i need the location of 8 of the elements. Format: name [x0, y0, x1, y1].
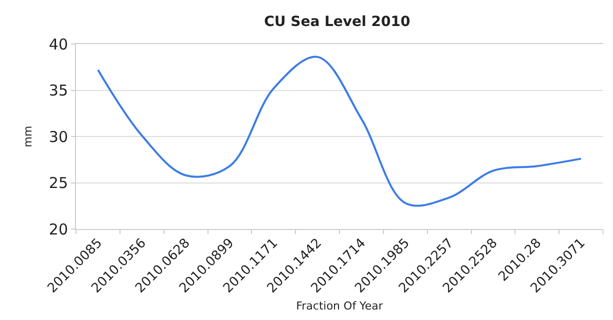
x-axis-title: Fraction Of Year: [296, 299, 384, 312]
y-axis-title: mm: [22, 126, 35, 148]
y-tick-label: 25: [48, 174, 68, 192]
y-tick-label: 20: [48, 220, 68, 238]
chart-title: CU Sea Level 2010: [264, 14, 410, 30]
y-tick-label: 30: [48, 128, 68, 146]
y-tick-label: 40: [48, 35, 68, 54]
y-tick-label: 35: [48, 82, 68, 100]
